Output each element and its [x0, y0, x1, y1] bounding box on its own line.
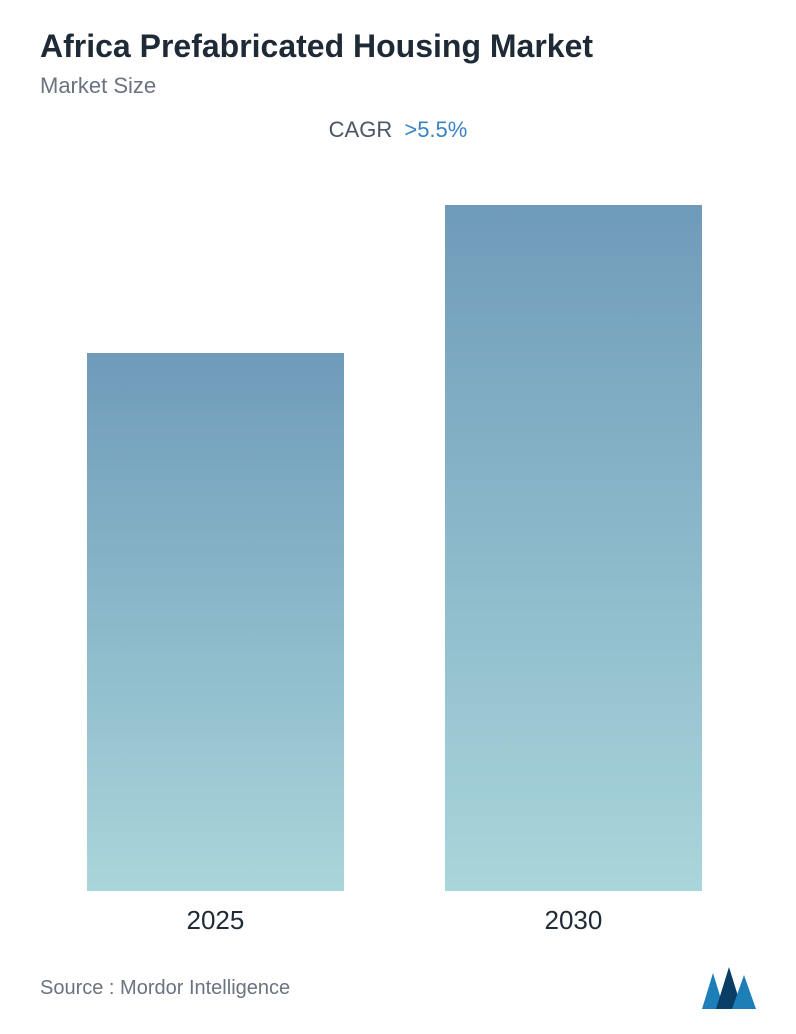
bar-2030: [445, 205, 703, 891]
bar-chart: [40, 205, 756, 891]
bars-container: [40, 205, 756, 891]
x-label-2025: 2025: [87, 905, 345, 936]
bar-fill: [87, 353, 345, 892]
bar-fill: [445, 205, 703, 891]
x-axis-labels: 2025 2030: [40, 905, 756, 939]
brand-logo-icon: [702, 967, 756, 1009]
page: Africa Prefabricated Housing Market Mark…: [0, 0, 796, 1034]
bar-2025: [87, 353, 345, 892]
footer: Source : Mordor Intelligence: [40, 967, 756, 1009]
source-text: Source : Mordor Intelligence: [40, 977, 290, 1000]
cagr-value: >5.5%: [404, 117, 467, 142]
page-title: Africa Prefabricated Housing Market: [40, 28, 756, 65]
brand-logo: [702, 967, 756, 1009]
cagr-label: CAGR: [329, 117, 393, 142]
x-label-2030: 2030: [445, 905, 703, 936]
cagr-row: CAGR >5.5%: [40, 117, 756, 143]
page-subtitle: Market Size: [40, 73, 756, 99]
